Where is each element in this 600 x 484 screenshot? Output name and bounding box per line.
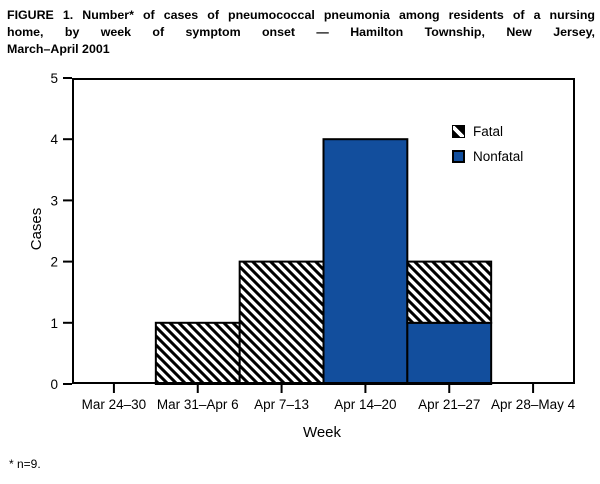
bar-segment-nonfatal-3 [322, 138, 409, 385]
y-tick-label: 4 [50, 132, 58, 147]
figure-title-line-1: FIGURE 1. Number* of cases of pneumococc… [7, 8, 595, 22]
figure-title: FIGURE 1. Number* of cases of pneumococc… [7, 7, 595, 58]
x-tick-label: Mar 24–30 [82, 397, 147, 412]
legend-item-fatal: Fatal [452, 123, 523, 139]
legend-label-nonfatal: Nonfatal [473, 148, 524, 164]
x-tick-label: Mar 31–Apr 6 [157, 397, 239, 412]
bar-segment-fatal-4 [406, 260, 493, 324]
x-tick-label: Apr 14–20 [334, 397, 396, 412]
y-tick-label: 2 [50, 255, 58, 270]
legend: Fatal Nonfatal [452, 124, 523, 174]
footnote: * n=9. [9, 457, 41, 471]
figure-title-line-3: March–April 2001 [7, 42, 110, 56]
y-tick-label: 1 [50, 316, 58, 331]
bar-segment-nonfatal-4 [406, 321, 493, 385]
bar-segment-fatal-2 [238, 260, 325, 386]
legend-swatch-fatal-icon [452, 124, 465, 138]
bar-segment-fatal-1 [154, 321, 241, 385]
legend-item-nonfatal: Nonfatal [452, 148, 524, 164]
y-tick-label: 0 [50, 377, 58, 392]
y-axis-label: Cases [28, 207, 45, 251]
x-tick-label: Apr 21–27 [418, 397, 480, 412]
x-tick-label: Apr 7–13 [254, 397, 309, 412]
figure-title-line-2: home, by week of symptom onset — Hamilto… [7, 25, 595, 39]
legend-label-fatal: Fatal [473, 123, 504, 139]
y-tick-label: 3 [50, 193, 58, 208]
y-tick-label: 5 [50, 71, 58, 86]
x-axis-label: Week [302, 424, 342, 441]
x-tick-label: Apr 28–May 4 [491, 397, 576, 412]
legend-swatch-nonfatal-icon [452, 149, 465, 163]
plot-border [72, 78, 575, 384]
